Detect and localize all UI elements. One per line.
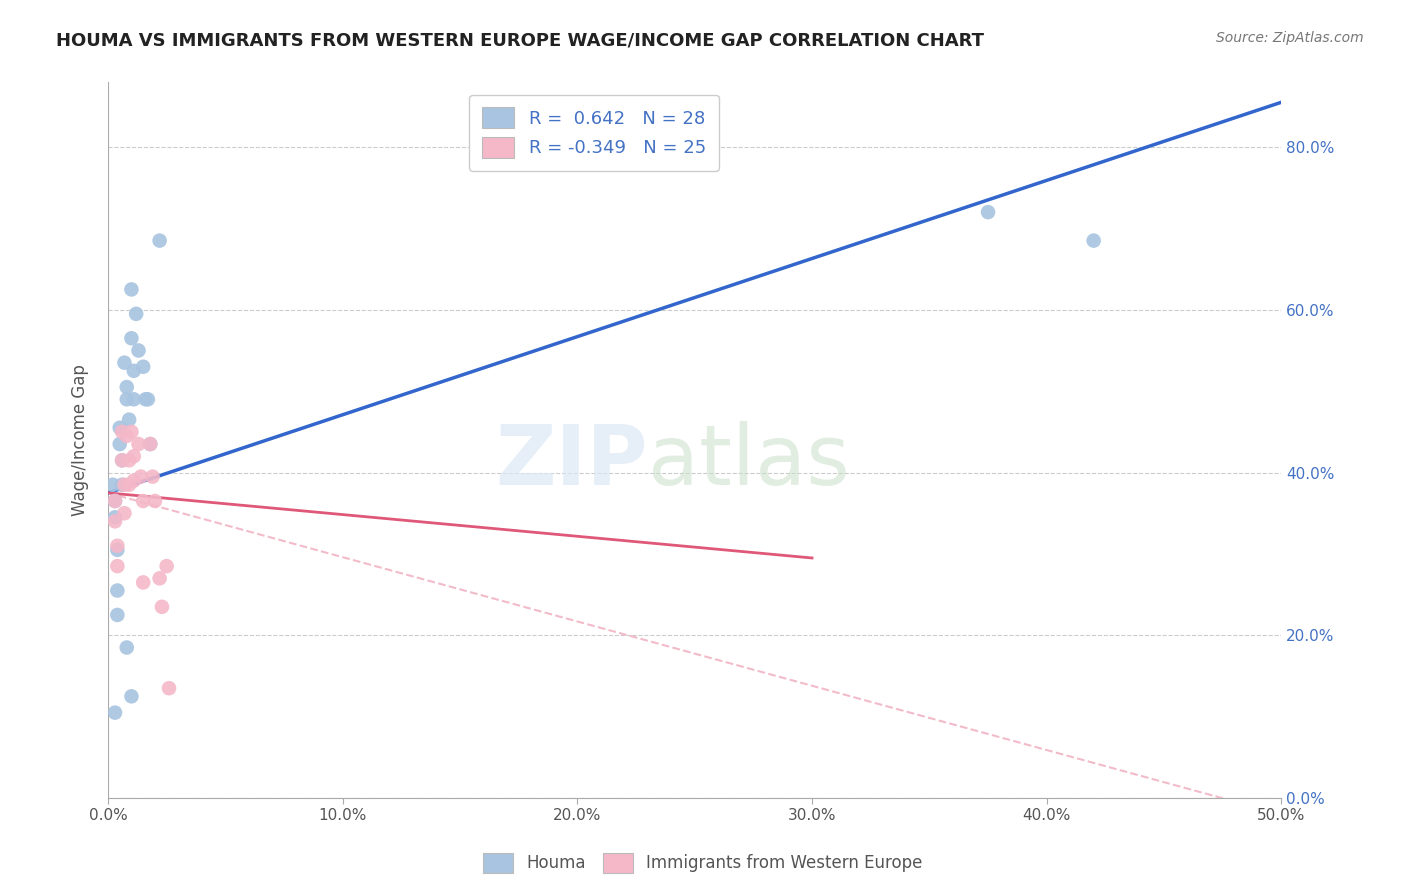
Point [111, 453, 134, 467]
Point [115, 429, 138, 443]
Point [1083, 234, 1105, 248]
Point [156, 559, 179, 574]
Point [108, 421, 131, 435]
Point [157, 681, 180, 696]
Point [105, 607, 128, 622]
Point [136, 392, 159, 407]
Text: atlas: atlas [648, 421, 849, 502]
Point [139, 437, 162, 451]
Point [139, 437, 162, 451]
Point [122, 392, 145, 407]
Legend: Houma, Immigrants from Western Europe: Houma, Immigrants from Western Europe [477, 847, 929, 880]
Point [105, 542, 128, 557]
Point [120, 331, 142, 345]
Point [122, 450, 145, 464]
Text: Source: ZipAtlas.com: Source: ZipAtlas.com [1216, 31, 1364, 45]
Point [149, 571, 172, 585]
Point [118, 453, 141, 467]
Point [128, 437, 150, 451]
Point [104, 706, 127, 720]
Point [120, 282, 142, 296]
Point [111, 477, 134, 491]
Point [135, 392, 157, 407]
Point [118, 412, 141, 426]
Point [115, 380, 138, 394]
Point [120, 690, 142, 704]
Point [115, 392, 138, 407]
Point [105, 559, 128, 574]
Point [977, 205, 1000, 219]
Y-axis label: Wage/Income Gap: Wage/Income Gap [72, 364, 89, 516]
Point [149, 234, 172, 248]
Text: HOUMA VS IMMIGRANTS FROM WESTERN EUROPE WAGE/INCOME GAP CORRELATION CHART: HOUMA VS IMMIGRANTS FROM WESTERN EUROPE … [56, 31, 984, 49]
Point [111, 453, 134, 467]
Point [112, 506, 135, 520]
Point [104, 494, 127, 508]
Point [101, 477, 124, 491]
Point [112, 356, 135, 370]
Point [105, 583, 128, 598]
Point [129, 469, 152, 483]
Point [104, 510, 127, 524]
Point [120, 425, 142, 439]
Point [122, 364, 145, 378]
Point [105, 539, 128, 553]
Point [115, 640, 138, 655]
Point [132, 494, 155, 508]
Point [132, 575, 155, 590]
Point [142, 469, 165, 483]
Point [132, 359, 155, 374]
Point [111, 425, 134, 439]
Point [108, 437, 131, 451]
Point [122, 474, 145, 488]
Point [128, 343, 150, 358]
Point [143, 494, 166, 508]
Point [118, 477, 141, 491]
Point [125, 307, 148, 321]
Legend: R =  0.642   N = 28, R = -0.349   N = 25: R = 0.642 N = 28, R = -0.349 N = 25 [470, 95, 718, 170]
Text: ZIP: ZIP [495, 421, 648, 502]
Point [104, 494, 127, 508]
Point [112, 477, 135, 491]
Point [104, 514, 127, 528]
Point [150, 599, 173, 614]
